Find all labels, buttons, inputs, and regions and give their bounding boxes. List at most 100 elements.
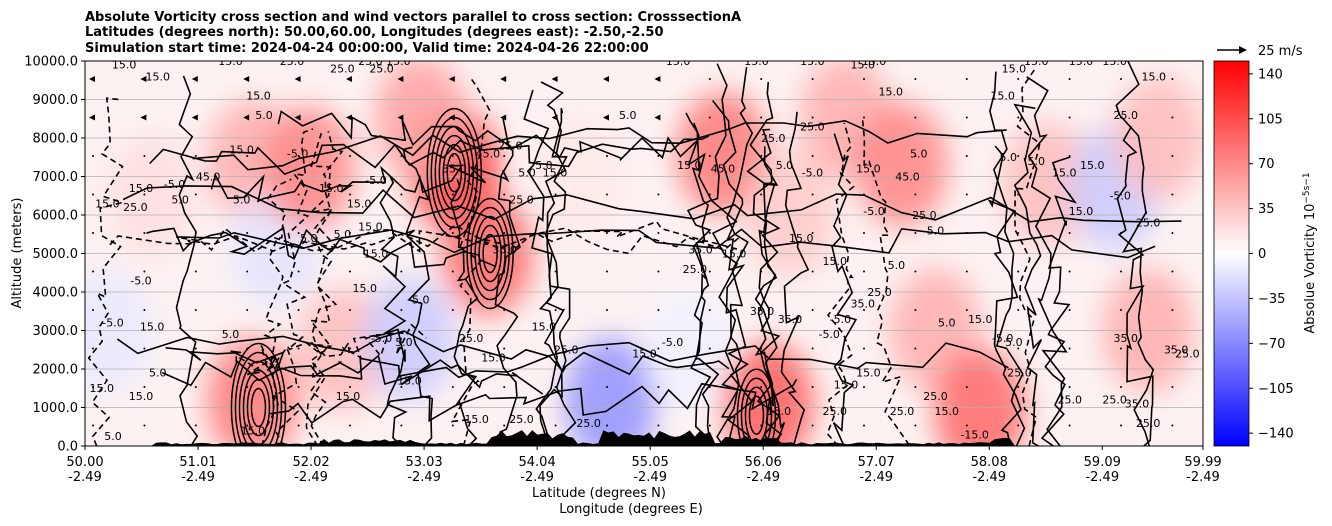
chart-title: Absolute Vorticity cross section and win… xyxy=(85,10,741,56)
wind-vector-198 xyxy=(1068,386,1071,388)
wind-vector-96 xyxy=(554,309,557,311)
contour-label-34: 15.0 xyxy=(353,282,378,295)
contour-line-35 xyxy=(268,378,798,424)
contour-label-27: -5.0 xyxy=(102,317,123,330)
contour-label-24: 15.0 xyxy=(358,220,383,233)
contour-label-44: 45.0 xyxy=(476,147,501,160)
wind-vector-70 xyxy=(448,76,455,82)
wind-vector-29 xyxy=(194,424,197,427)
wind-vector-58 xyxy=(349,386,351,388)
contour-label-10: 15.0 xyxy=(229,143,254,156)
orography xyxy=(85,430,1203,446)
wind-vector-110 xyxy=(654,76,661,82)
x-tick-label-lon-2: -2.49 xyxy=(294,470,328,485)
contour-label-4: 25.0 xyxy=(330,63,355,76)
wind-vector-190 xyxy=(1068,78,1071,80)
contour-label-109: 15.0 xyxy=(744,55,769,68)
contour-line-11 xyxy=(305,130,344,446)
contour-ring-2-1 xyxy=(250,387,267,428)
wind-vector-92 xyxy=(554,155,557,157)
contour-label-118: 15.0 xyxy=(934,405,959,418)
wind-vector-158 xyxy=(863,386,865,388)
wind-vector-21 xyxy=(191,114,198,121)
wind-vector-171 xyxy=(965,116,968,119)
contour-label-65: 15.0 xyxy=(856,163,881,176)
wind-vector-37 xyxy=(246,347,249,350)
contour-label-79: 5.0 xyxy=(938,317,956,330)
wind-vector-84 xyxy=(503,232,506,234)
wind-vector-121 xyxy=(708,116,711,119)
contour-label-72: 5.0 xyxy=(927,224,945,237)
wind-vector-57 xyxy=(349,347,351,350)
wind-vector-48 xyxy=(297,386,300,388)
wind-vector-88 xyxy=(503,386,506,388)
wind-vector-62 xyxy=(400,155,403,157)
contour-label-113: 15.0 xyxy=(464,413,489,426)
wind-vector-178 xyxy=(965,386,968,388)
colorbar-tick-label-7: −105 xyxy=(1258,382,1294,397)
wind-vector-180 xyxy=(1017,78,1020,80)
contour-label-84: 25.0 xyxy=(923,390,948,403)
vorticity-blob-12 xyxy=(643,287,736,412)
y-tick-label-4: 4000.0 xyxy=(33,286,79,301)
contour-line-3 xyxy=(831,133,858,446)
wind-vector-51 xyxy=(346,114,352,121)
wind-vector-36 xyxy=(246,309,249,311)
wind-vector-108 xyxy=(606,386,608,388)
wind-vector-145 xyxy=(811,270,814,273)
contour-label-0: 15.0 xyxy=(112,59,137,72)
wind-vector-47 xyxy=(297,347,300,350)
wind-vector-11 xyxy=(140,114,147,121)
wind-vector-195 xyxy=(1068,270,1071,273)
contour-line-27 xyxy=(1026,76,1068,446)
wind-vector-185 xyxy=(1017,270,1020,273)
wind-vectors xyxy=(89,76,1174,427)
wind-vector-25 xyxy=(194,270,197,273)
contour-ring-2-2 xyxy=(246,378,271,437)
contour-label-122: 15.0 xyxy=(241,424,266,437)
contour-label-20: -5.0 xyxy=(365,174,386,187)
wind-vector-68 xyxy=(400,386,403,388)
contour-label-7: 15.0 xyxy=(386,55,411,68)
contour-line-22 xyxy=(494,118,521,446)
wind-vector-173 xyxy=(965,193,968,196)
wind-vector-10 xyxy=(140,76,147,82)
wind-vector-191 xyxy=(1068,116,1071,119)
y-axis: 0.0 1000.0 2000.0 3000.0 4000.0 5000.0 6000.0 7… xyxy=(24,55,85,455)
contour-label-14: -5.0 xyxy=(164,178,185,191)
wind-vector-157 xyxy=(863,347,865,350)
wind-vector-64 xyxy=(400,232,403,234)
contour-line-46 xyxy=(109,227,741,255)
contour-label-1: 15.0 xyxy=(145,70,170,83)
wind-vector-91 xyxy=(551,114,558,121)
wind-vector-159 xyxy=(863,424,865,427)
wind-vector-134 xyxy=(760,232,763,234)
contour-ring-1-3 xyxy=(474,215,506,292)
contour-ring-0-3 xyxy=(438,134,471,211)
wind-vector-15 xyxy=(143,270,146,273)
contour-label-5: 25.0 xyxy=(369,63,394,76)
contour-label-100: -5.0 xyxy=(1109,190,1130,203)
wind-vector-79 xyxy=(451,424,454,427)
contour-label-90: 25.0 xyxy=(1136,417,1161,430)
contour-label-42: 15.0 xyxy=(632,347,657,360)
contour-label-18: 15.0 xyxy=(319,182,344,195)
wind-vector-120 xyxy=(708,78,711,80)
contour-label-12: 15.0 xyxy=(95,197,120,210)
wind-vector-94 xyxy=(554,232,557,234)
wind-vector-170 xyxy=(965,78,968,80)
contour-line-5 xyxy=(716,66,754,446)
wind-vector-26 xyxy=(194,309,197,311)
wind-vector-187 xyxy=(1017,347,1020,350)
wind-vector-206 xyxy=(1120,309,1122,311)
wind-vector-181 xyxy=(1017,116,1020,119)
wind-vector-203 xyxy=(1120,193,1122,196)
contour-label-64: -5.0 xyxy=(863,205,884,218)
contour-ring-3-3 xyxy=(740,377,773,446)
contour-label-57: 45.0 xyxy=(711,163,736,176)
y-tick-label-6: 6000.0 xyxy=(33,209,79,224)
contour-label-26: -5.0 xyxy=(130,274,151,287)
contour-line-13 xyxy=(379,176,408,446)
wind-vector-9 xyxy=(92,424,94,427)
